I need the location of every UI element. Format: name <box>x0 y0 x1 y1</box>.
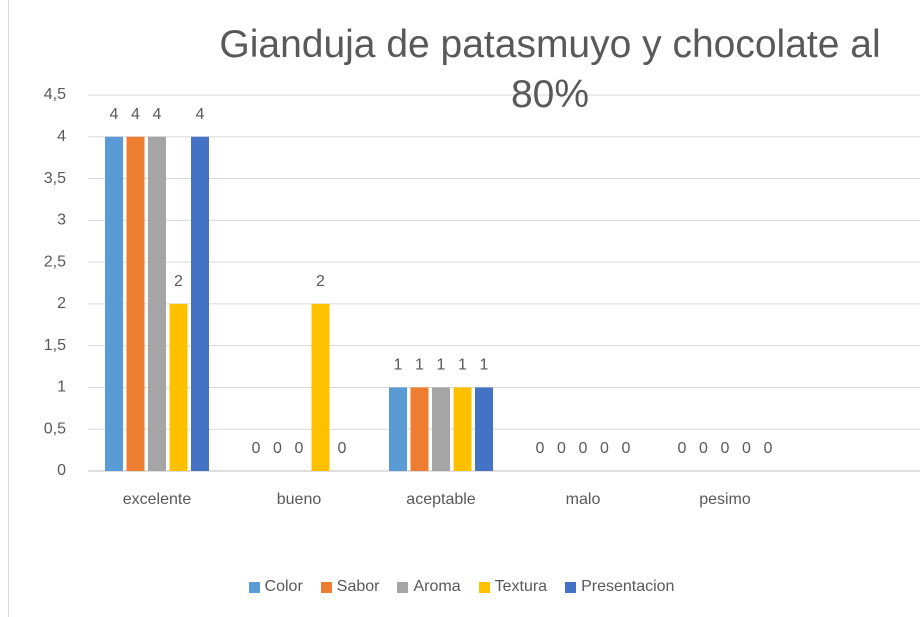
y-tick-label: 2 <box>57 295 66 312</box>
y-tick-label: 1 <box>57 379 66 396</box>
chart-title: Gianduja de patasmuyo y chocolate al 80% <box>219 23 881 116</box>
data-label: 1 <box>437 357 446 374</box>
data-label: 0 <box>557 440 566 457</box>
legend-label: Color <box>264 578 303 595</box>
legend-item: Textura <box>478 578 548 596</box>
x-tick-label: excelente <box>123 491 192 508</box>
y-tick-label: 3 <box>57 212 66 229</box>
data-label: 0 <box>295 440 304 457</box>
data-label: 1 <box>415 357 424 374</box>
legend-label: Aroma <box>413 578 461 595</box>
legend-swatch <box>248 581 260 593</box>
bar <box>105 136 123 471</box>
y-tick-label: 4 <box>57 128 66 145</box>
legend-item: Presentacion <box>565 578 674 596</box>
x-tick-label: bueno <box>277 491 322 508</box>
x-tick-label: malo <box>566 491 601 508</box>
bar <box>453 387 472 471</box>
legend-item: Sabor <box>320 578 380 596</box>
data-label: 0 <box>742 440 751 457</box>
legend-label: Presentacion <box>581 578 675 595</box>
data-label: 0 <box>699 440 708 457</box>
data-label: 4 <box>110 106 119 123</box>
bar <box>475 387 493 471</box>
bar <box>169 303 188 471</box>
data-label: 1 <box>458 357 467 374</box>
legend-item: Aroma <box>397 578 461 596</box>
y-tick-label: 3,5 <box>44 170 66 187</box>
data-label: 0 <box>721 440 730 457</box>
x-tick-label: pesimo <box>699 491 751 508</box>
bar <box>148 136 166 471</box>
legend: Color Sabor Aroma Textura Presentacion <box>0 578 923 596</box>
data-label: 0 <box>579 440 588 457</box>
y-tick-label: 1,5 <box>44 337 66 354</box>
data-label: 1 <box>394 357 403 374</box>
data-label: 0 <box>622 440 631 457</box>
legend-swatch <box>565 581 577 593</box>
data-label: 4 <box>131 106 140 123</box>
bar <box>126 136 145 471</box>
legend-label: Textura <box>494 578 548 595</box>
data-label: 4 <box>153 106 162 123</box>
y-tick-label: 0,5 <box>44 420 66 437</box>
data-label: 2 <box>316 273 325 290</box>
legend-label: Sabor <box>336 578 380 595</box>
data-label: 2 <box>174 273 183 290</box>
bar <box>191 136 209 471</box>
legend-swatch <box>320 581 332 593</box>
data-label: 1 <box>480 357 489 374</box>
legend-swatch <box>478 581 490 593</box>
legend-swatch <box>397 581 409 593</box>
bar <box>389 387 407 471</box>
bar <box>432 387 450 471</box>
y-tick-label: 2,5 <box>44 253 66 270</box>
data-label: 0 <box>338 440 347 457</box>
y-tick-label: 0 <box>57 462 66 479</box>
data-label: 0 <box>600 440 609 457</box>
data-label: 0 <box>273 440 282 457</box>
data-label: 0 <box>536 440 545 457</box>
data-label: 4 <box>196 106 205 123</box>
bar <box>311 303 330 471</box>
bar <box>410 387 429 471</box>
data-label: 0 <box>678 440 687 457</box>
y-tick-label: 4,5 <box>44 86 66 103</box>
data-label: 0 <box>764 440 773 457</box>
legend-item: Color <box>248 578 303 596</box>
x-tick-label: aceptable <box>406 491 475 508</box>
data-label: 0 <box>252 440 261 457</box>
